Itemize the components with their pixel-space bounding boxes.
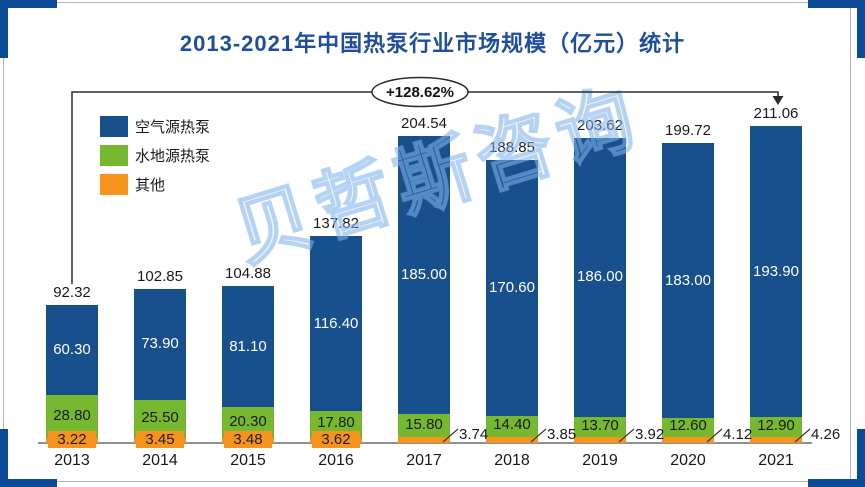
- other-value-label: 3.62: [312, 431, 360, 448]
- bar-segment-other: [486, 437, 538, 443]
- x-axis-line: [38, 442, 812, 444]
- water-ground-value-label: 12.90: [757, 416, 795, 434]
- x-axis-tick-label: 2019: [582, 452, 618, 469]
- air-source-value-label: 81.10: [229, 337, 267, 355]
- legend-item: 水地源热泵: [100, 144, 210, 166]
- water-ground-value-label: 14.40: [493, 416, 531, 434]
- total-value-label: 92.32: [53, 283, 91, 301]
- bar-group-2014: 102.85 73.90 25.50 3.45 2014: [134, 0, 186, 487]
- air-source-value-label: 193.90: [753, 262, 799, 280]
- total-value-label: 102.85: [137, 267, 183, 285]
- air-source-value-label: 116.40: [313, 314, 359, 332]
- air-source-value-label: 186.00: [577, 268, 623, 286]
- air-source-value-label: 73.90: [141, 335, 179, 353]
- x-axis-tick-label: 2016: [318, 452, 354, 469]
- air-source-value-label: 185.00: [401, 265, 447, 283]
- water-ground-value-label: 12.60: [669, 417, 707, 435]
- total-value-label: 203.62: [577, 116, 623, 134]
- chart-title: 2013-2021年中国热泵行业市场规模（亿元）统计: [179, 31, 686, 56]
- water-ground-value-label: 13.70: [581, 416, 619, 434]
- bar-segment-water-ground: [574, 416, 626, 438]
- air-source-value-label: 183.00: [665, 271, 711, 289]
- bar-group-2018: 188.85 170.60 14.40 3.85 2018: [486, 0, 576, 487]
- bar-segment-water-ground: [486, 415, 538, 438]
- water-ground-value-label: 28.80: [53, 406, 91, 424]
- other-value-label: 3.45: [136, 431, 184, 448]
- x-axis-tick-label: 2018: [494, 452, 530, 469]
- other-value-label: 3.85: [547, 426, 577, 443]
- legend-label: 水地源热泵: [135, 147, 211, 165]
- bar-segment-air-source: [222, 285, 274, 408]
- legend-swatch: [100, 144, 128, 166]
- bar-group-2020: 199.72 183.00 12.60 4.12 2020: [662, 0, 752, 487]
- bar-segment-air-source: [46, 304, 98, 395]
- legend-swatch: [100, 173, 128, 195]
- bar-group-2017: 204.54 185.00 15.80 3.74 2017: [398, 0, 488, 487]
- x-axis-tick-label: 2020: [670, 452, 706, 469]
- water-ground-value-label: 20.30: [229, 412, 267, 430]
- bar-segment-other: [750, 436, 802, 443]
- total-value-label: 199.72: [665, 122, 711, 140]
- bar-group-2019: 203.62 186.00 13.70 3.92 2019: [574, 0, 664, 487]
- bar-segment-water-ground: [398, 413, 450, 438]
- x-axis-tick-label: 2021: [758, 452, 794, 469]
- legend-swatch: [100, 115, 128, 137]
- other-value-label: 3.92: [635, 426, 665, 443]
- legend-item: 其他: [100, 173, 210, 195]
- water-ground-value-label: 17.80: [317, 414, 355, 432]
- legend: 空气源热泵水地源热泵其他: [100, 115, 210, 202]
- total-value-label: 104.88: [225, 264, 271, 282]
- x-axis-tick-label: 2013: [54, 452, 90, 469]
- bar-segment-water-ground: [662, 417, 714, 437]
- other-value-label: 4.26: [811, 426, 841, 443]
- bar-segment-other: [574, 437, 626, 443]
- other-value-label: 3.74: [459, 426, 489, 443]
- slide-border: [3, 2, 851, 482]
- x-axis-tick-label: 2014: [142, 452, 178, 469]
- water-ground-value-label: 15.80: [405, 415, 443, 433]
- bar-group-2016: 137.82 116.40 17.80 3.62 2016: [310, 0, 362, 487]
- bar-segment-water-ground: [46, 394, 98, 439]
- total-value-label: 211.06: [753, 105, 799, 123]
- air-source-value-label: 170.60: [489, 278, 535, 296]
- bar-group-2015: 104.88 81.10 20.30 3.48 2015: [222, 0, 274, 487]
- other-value-label: 3.48: [224, 431, 272, 448]
- legend-label: 空气源热泵: [135, 118, 211, 136]
- bar-group-2021: 211.06 193.90 12.90 4.26 2021: [750, 0, 840, 487]
- total-value-label: 188.85: [489, 138, 535, 156]
- bar-segment-other: [662, 436, 714, 443]
- water-ground-value-label: 25.50: [141, 408, 179, 426]
- x-axis-tick-label: 2015: [230, 452, 266, 469]
- other-value-label: 3.22: [48, 431, 96, 448]
- total-value-label: 204.54: [401, 115, 447, 133]
- air-source-value-label: 60.30: [53, 340, 91, 358]
- legend-item: 空气源热泵: [100, 115, 210, 137]
- bar-segment-water-ground: [750, 417, 802, 437]
- bar-segment-other: [398, 437, 450, 443]
- x-axis-tick-label: 2017: [406, 452, 442, 469]
- bar-group-2013: 92.32 60.30 28.80 3.22 2013: [46, 0, 98, 487]
- legend-label: 其他: [135, 176, 166, 194]
- bar-segment-air-source: [134, 288, 186, 400]
- total-value-label: 137.82: [313, 215, 359, 233]
- other-value-label: 4.12: [723, 426, 753, 443]
